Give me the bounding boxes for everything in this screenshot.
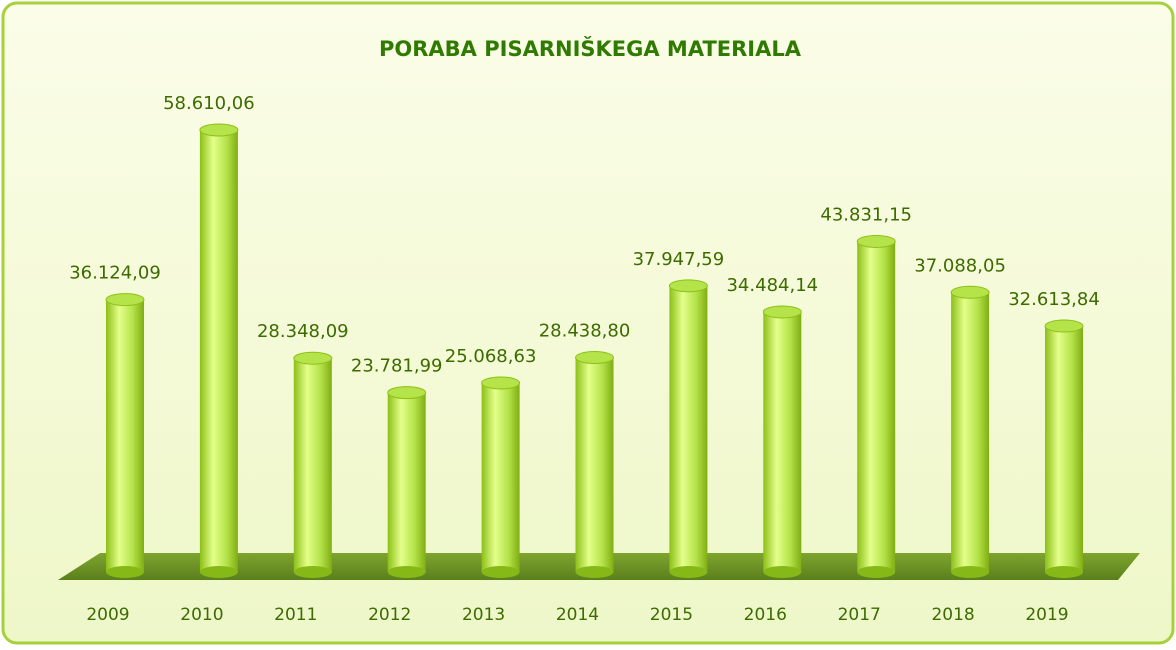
bar-cap: [105, 293, 145, 307]
value-label: 32.613,84: [1008, 289, 1100, 310]
bar: [293, 358, 332, 572]
bar-base: [669, 566, 708, 578]
bar-base: [106, 566, 144, 578]
bar-base: [387, 566, 426, 578]
value-label: 23.781,99: [351, 356, 443, 377]
bar-cap: [575, 351, 614, 365]
bar-base: [293, 566, 332, 578]
value-label: 58.610,06: [163, 93, 255, 114]
x-tick-label: 2014: [556, 605, 599, 625]
bar: [763, 311, 802, 572]
bar-cap: [668, 279, 708, 293]
x-tick-label: 2009: [86, 605, 129, 625]
x-tick-label: 2010: [180, 605, 223, 625]
bar-base: [199, 566, 238, 578]
value-label: 37.947,59: [633, 249, 725, 270]
bar-cap: [1044, 319, 1084, 333]
x-tick-label: 2015: [650, 605, 693, 625]
x-tick-label: 2012: [368, 605, 411, 625]
value-label: 34.484,14: [726, 275, 818, 296]
bar: [199, 130, 238, 572]
bar: [481, 382, 520, 572]
bar-cap: [293, 351, 333, 365]
chart-title: PORABA PISARNIŠKEGA MATERIALA: [379, 36, 802, 61]
bar-cap: [387, 386, 427, 400]
bar-base: [951, 566, 990, 578]
value-label: 28.348,09: [257, 321, 349, 342]
value-label: 28.438,80: [539, 321, 631, 342]
bar: [857, 241, 896, 572]
bar: [669, 285, 708, 572]
bar-cap: [481, 376, 521, 390]
bar: [387, 392, 426, 572]
bar-base: [575, 566, 614, 578]
x-tick-label: 2017: [838, 605, 881, 625]
bar-base: [1045, 566, 1083, 578]
value-label: 43.831,15: [820, 204, 912, 225]
bar-cap: [762, 305, 802, 319]
bar-cap: [950, 285, 990, 299]
value-label: 36.124,09: [69, 263, 161, 284]
bar: [575, 357, 614, 572]
x-tick-label: 2013: [462, 605, 505, 625]
bar-base: [481, 566, 520, 578]
x-tick-label: 2019: [1025, 605, 1068, 625]
bar-cap: [199, 123, 239, 137]
x-tick-label: 2018: [931, 605, 974, 625]
x-tick-label: 2011: [274, 605, 317, 625]
x-tick-label: 2016: [744, 605, 787, 625]
bar: [951, 292, 990, 572]
value-label: 25.068,63: [445, 346, 537, 367]
bar: [1045, 326, 1083, 572]
value-label: 37.088,05: [914, 255, 1006, 276]
bar-base: [857, 566, 896, 578]
bar-cap: [856, 234, 896, 248]
bar-base: [763, 566, 802, 578]
bar: [106, 299, 144, 572]
